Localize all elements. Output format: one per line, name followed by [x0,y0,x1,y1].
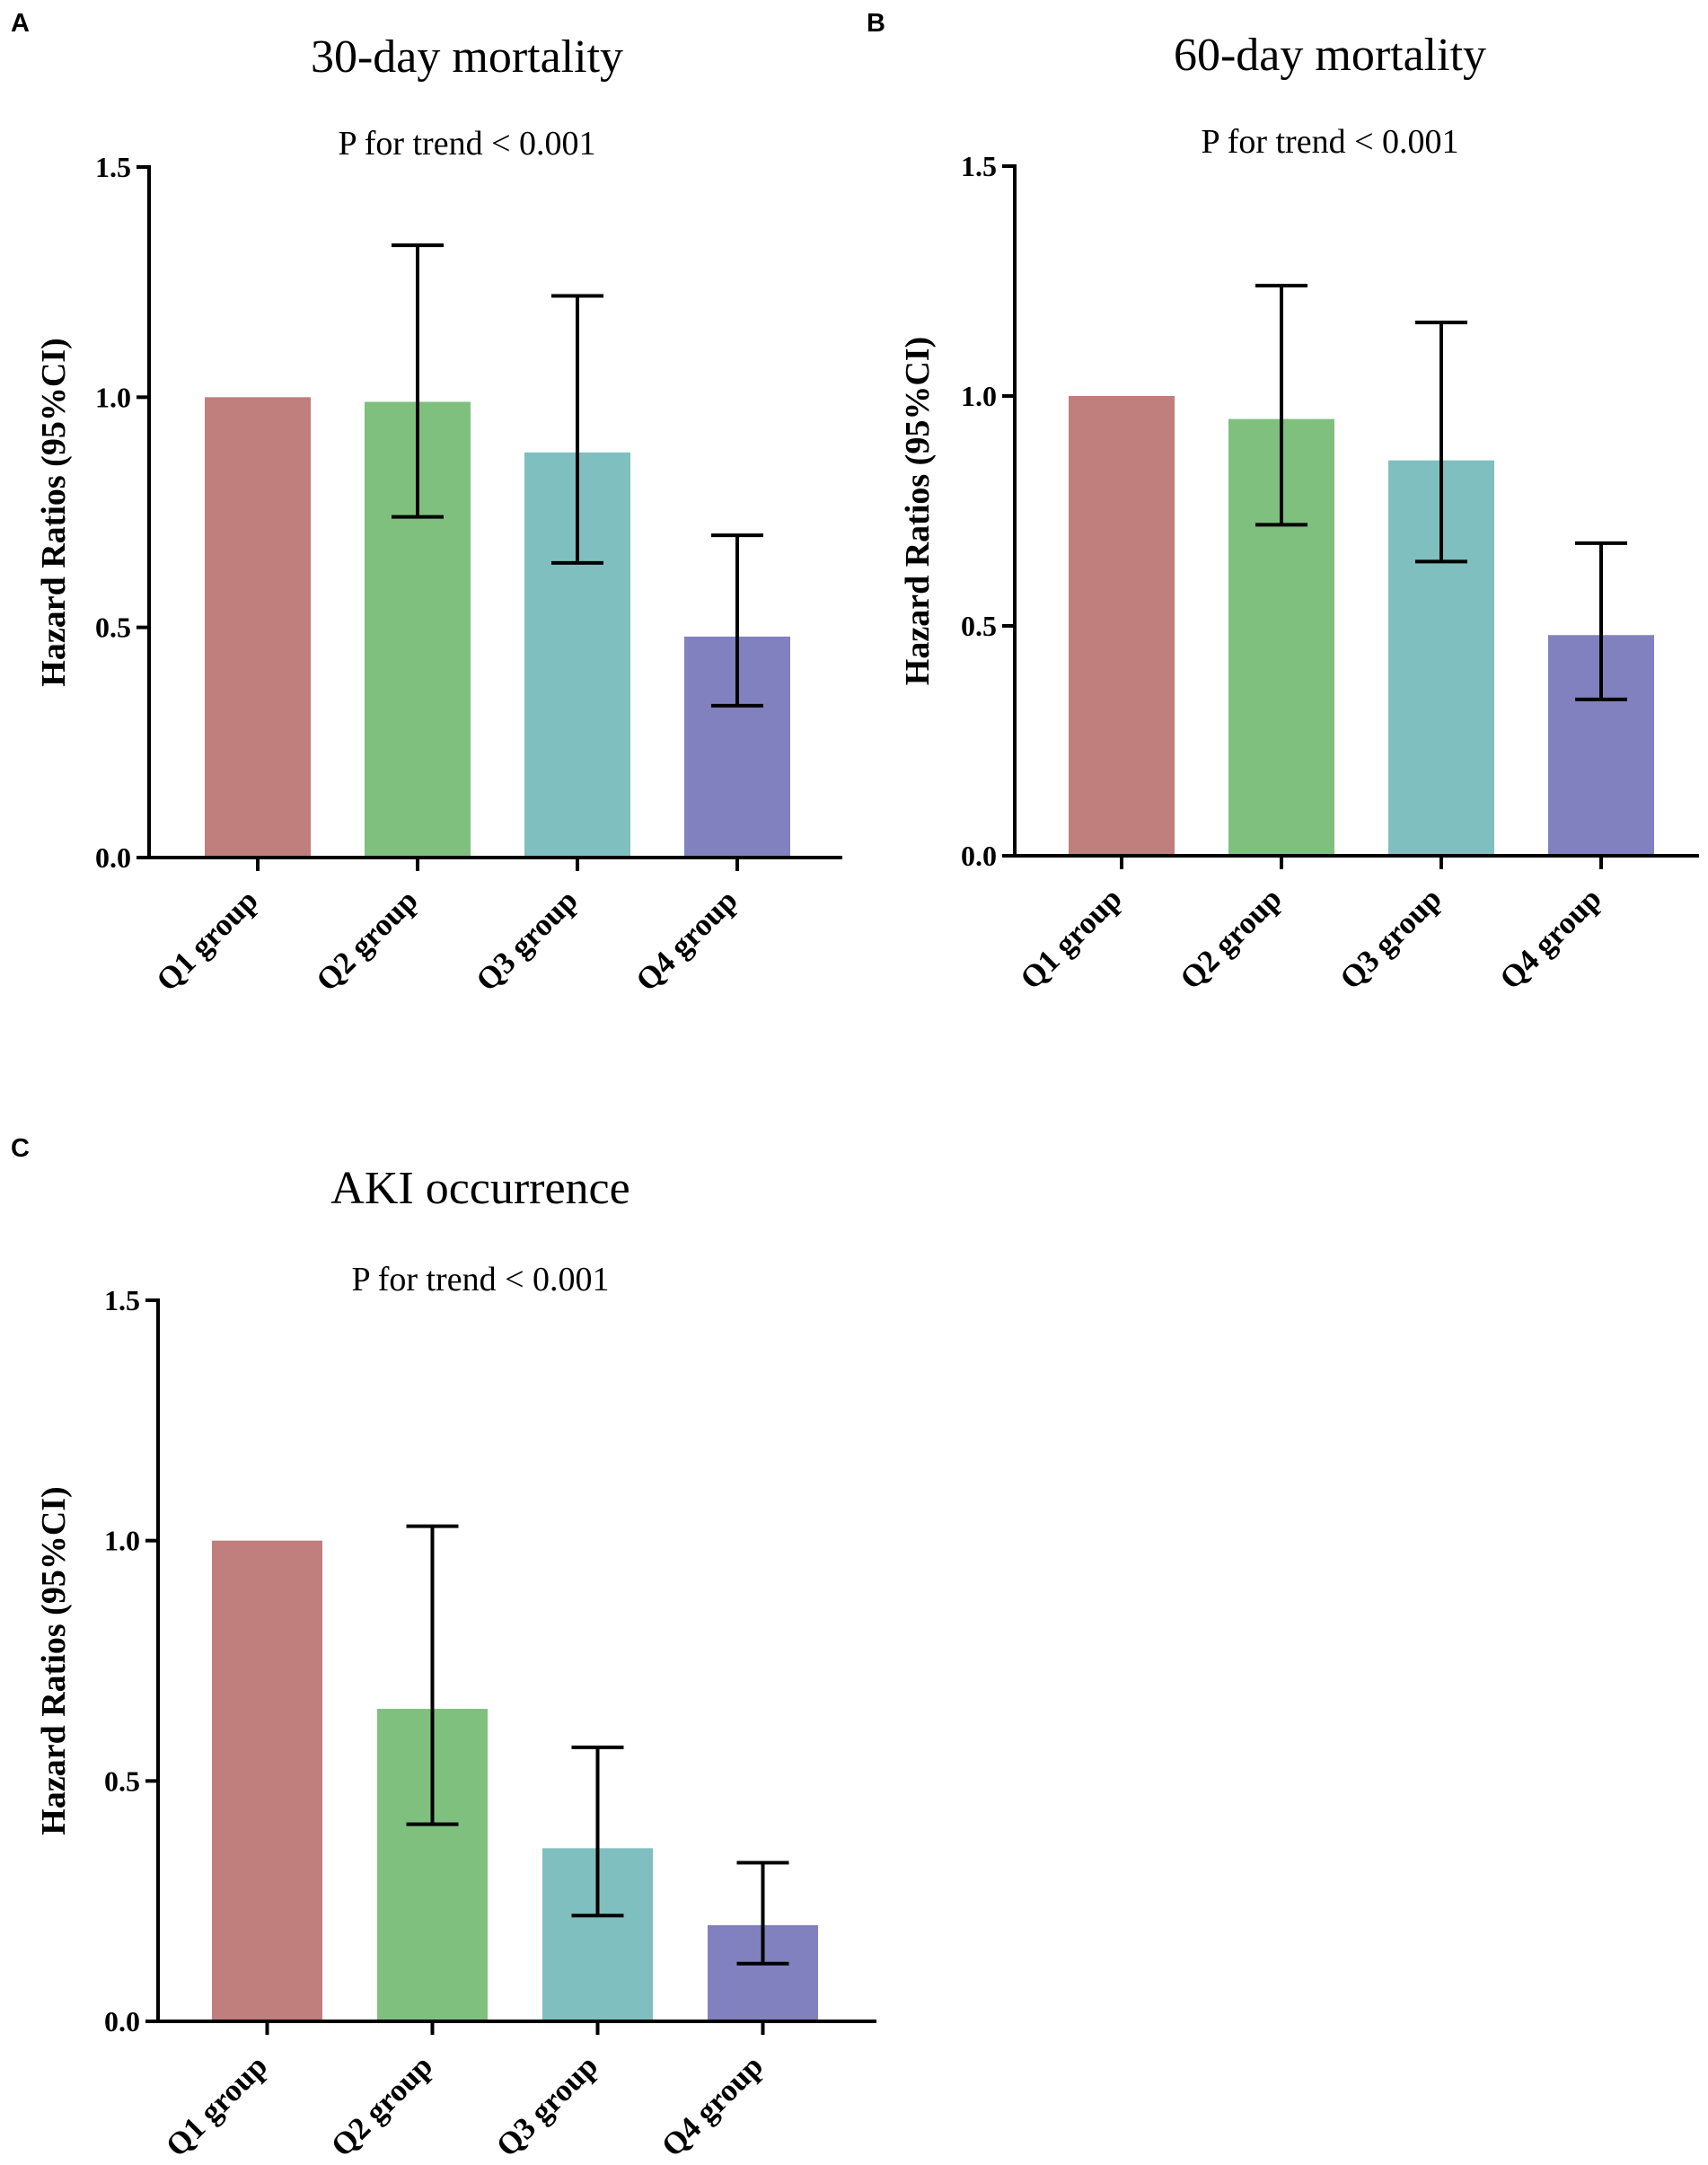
chart-subtitle: P for trend < 0.001 [351,1261,609,1298]
x-tick-label: Q1 group [1013,881,1128,996]
chart-title: AKI occurrence [330,1163,629,1214]
chart-panel-b: B 60-day mortality P for trend < 0.001 Haza… [867,9,1699,996]
y-tick-label: 0.0 [95,841,131,874]
x-tick-label: Q4 group [655,2048,770,2163]
panel-letter: B [867,9,885,38]
y-axis-label: Hazard Ratios (95%CI) [35,1486,73,1835]
chart-title: 30-day mortality [311,31,623,83]
panel-letter: C [11,1134,30,1163]
x-tick-label: Q1 group [159,2048,274,2163]
y-tick-label: 0.5 [95,612,131,644]
x-tick-label: Q2 group [324,2048,439,2163]
x-tick-label: Q2 group [309,883,424,998]
bar-1 [205,397,311,858]
chart-title: 60-day mortality [1174,30,1486,81]
x-tick-label: Q3 group [489,2048,604,2163]
chart-subtitle: P for trend < 0.001 [1201,123,1458,161]
bar-1 [1069,396,1175,856]
y-tick-label: 0.5 [104,1765,140,1797]
x-tick-label: Q3 group [1333,881,1448,996]
bar-1 [212,1540,322,2021]
y-tick-label: 0.0 [104,2005,140,2037]
y-tick-label: 1.5 [95,151,131,183]
chart-panel-a: A 30-day mortality P for trend < 0.001 Haza… [11,9,842,998]
x-tick-label: Q1 group [149,883,264,998]
y-tick-label: 1.0 [104,1525,140,1557]
y-axis-label: Hazard Ratios (95%CI) [899,337,937,685]
y-tick-label: 1.5 [961,150,997,182]
panel-letter: A [11,9,30,38]
y-tick-label: 1.5 [104,1284,140,1316]
y-tick-label: 0.0 [961,840,997,872]
x-tick-label: Q3 group [469,883,584,998]
x-tick-label: Q4 group [1492,881,1607,996]
y-axis-label: Hazard Ratios (95%CI) [35,338,73,686]
y-tick-label: 1.0 [961,380,997,412]
x-tick-label: Q4 group [629,883,744,998]
y-tick-label: 1.0 [95,381,131,413]
chart-subtitle: P for trend < 0.001 [338,125,595,163]
y-tick-label: 0.5 [961,610,997,642]
x-tick-label: Q2 group [1173,881,1288,996]
chart-panel-c: C AKI occurrence P for trend < 0.001 Hazard… [11,1134,876,2163]
